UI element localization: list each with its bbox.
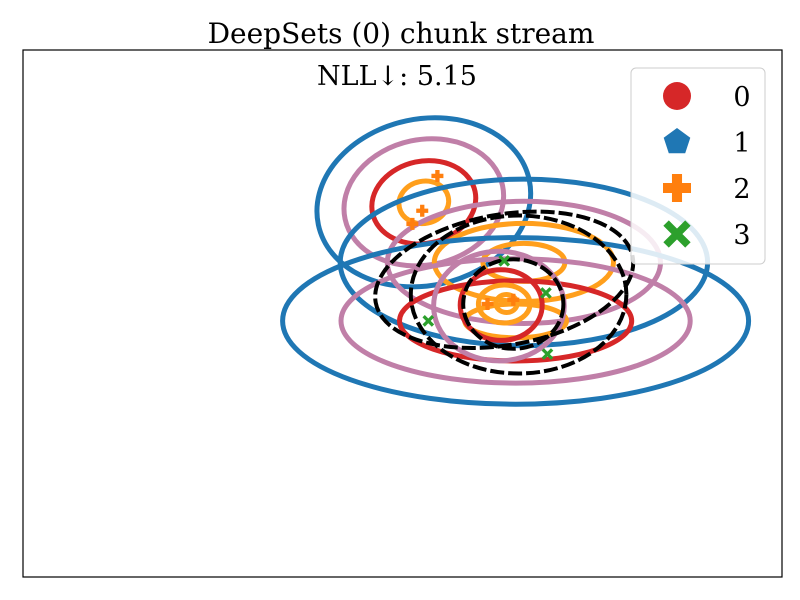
legend-label-0: 0: [733, 82, 750, 113]
nll-annotation: NLL↓: 5.15: [317, 61, 477, 92]
data-point-series-2-1: [416, 204, 429, 217]
contour-ellipse-E-3: [408, 213, 629, 376]
data-point-series-2-2: [406, 217, 419, 230]
legend-box: [630, 67, 766, 265]
legend-marker-1: [663, 128, 691, 154]
chart-title: DeepSets (0) chunk stream: [208, 17, 595, 50]
contour-ellipse-D-2: [457, 267, 545, 343]
legend: 0 1 2 3: [630, 67, 766, 265]
data-point-series-2-4: [507, 293, 520, 306]
legend-items: 0 1 2 3: [663, 82, 751, 251]
data-point-series-3-2: [540, 287, 552, 299]
legend-marker-2: [663, 174, 692, 203]
legend-label-1: 1: [733, 128, 750, 159]
legend-marker-3: [663, 220, 691, 248]
data-point-series-3-3: [541, 348, 554, 360]
contour-ellipse-D-1: [475, 282, 533, 326]
data-point-series-3-0: [422, 315, 435, 327]
legend-label-3: 3: [733, 220, 750, 251]
contour-ellipse-E-1: [461, 257, 566, 351]
contour-ellipse-C-3: [280, 235, 752, 407]
data-point-series-2-0: [431, 169, 444, 182]
contour-ellipse-B-1: [431, 220, 617, 304]
data-point-series-2-3: [481, 298, 494, 311]
contour-ellipse-D-0: [493, 292, 520, 315]
legend-label-2: 2: [733, 174, 750, 205]
legend-marker-0: [663, 82, 691, 110]
data-point-series-3-1: [498, 254, 511, 267]
data-points: [406, 169, 554, 360]
contour-ellipse-A-0: [396, 178, 452, 227]
